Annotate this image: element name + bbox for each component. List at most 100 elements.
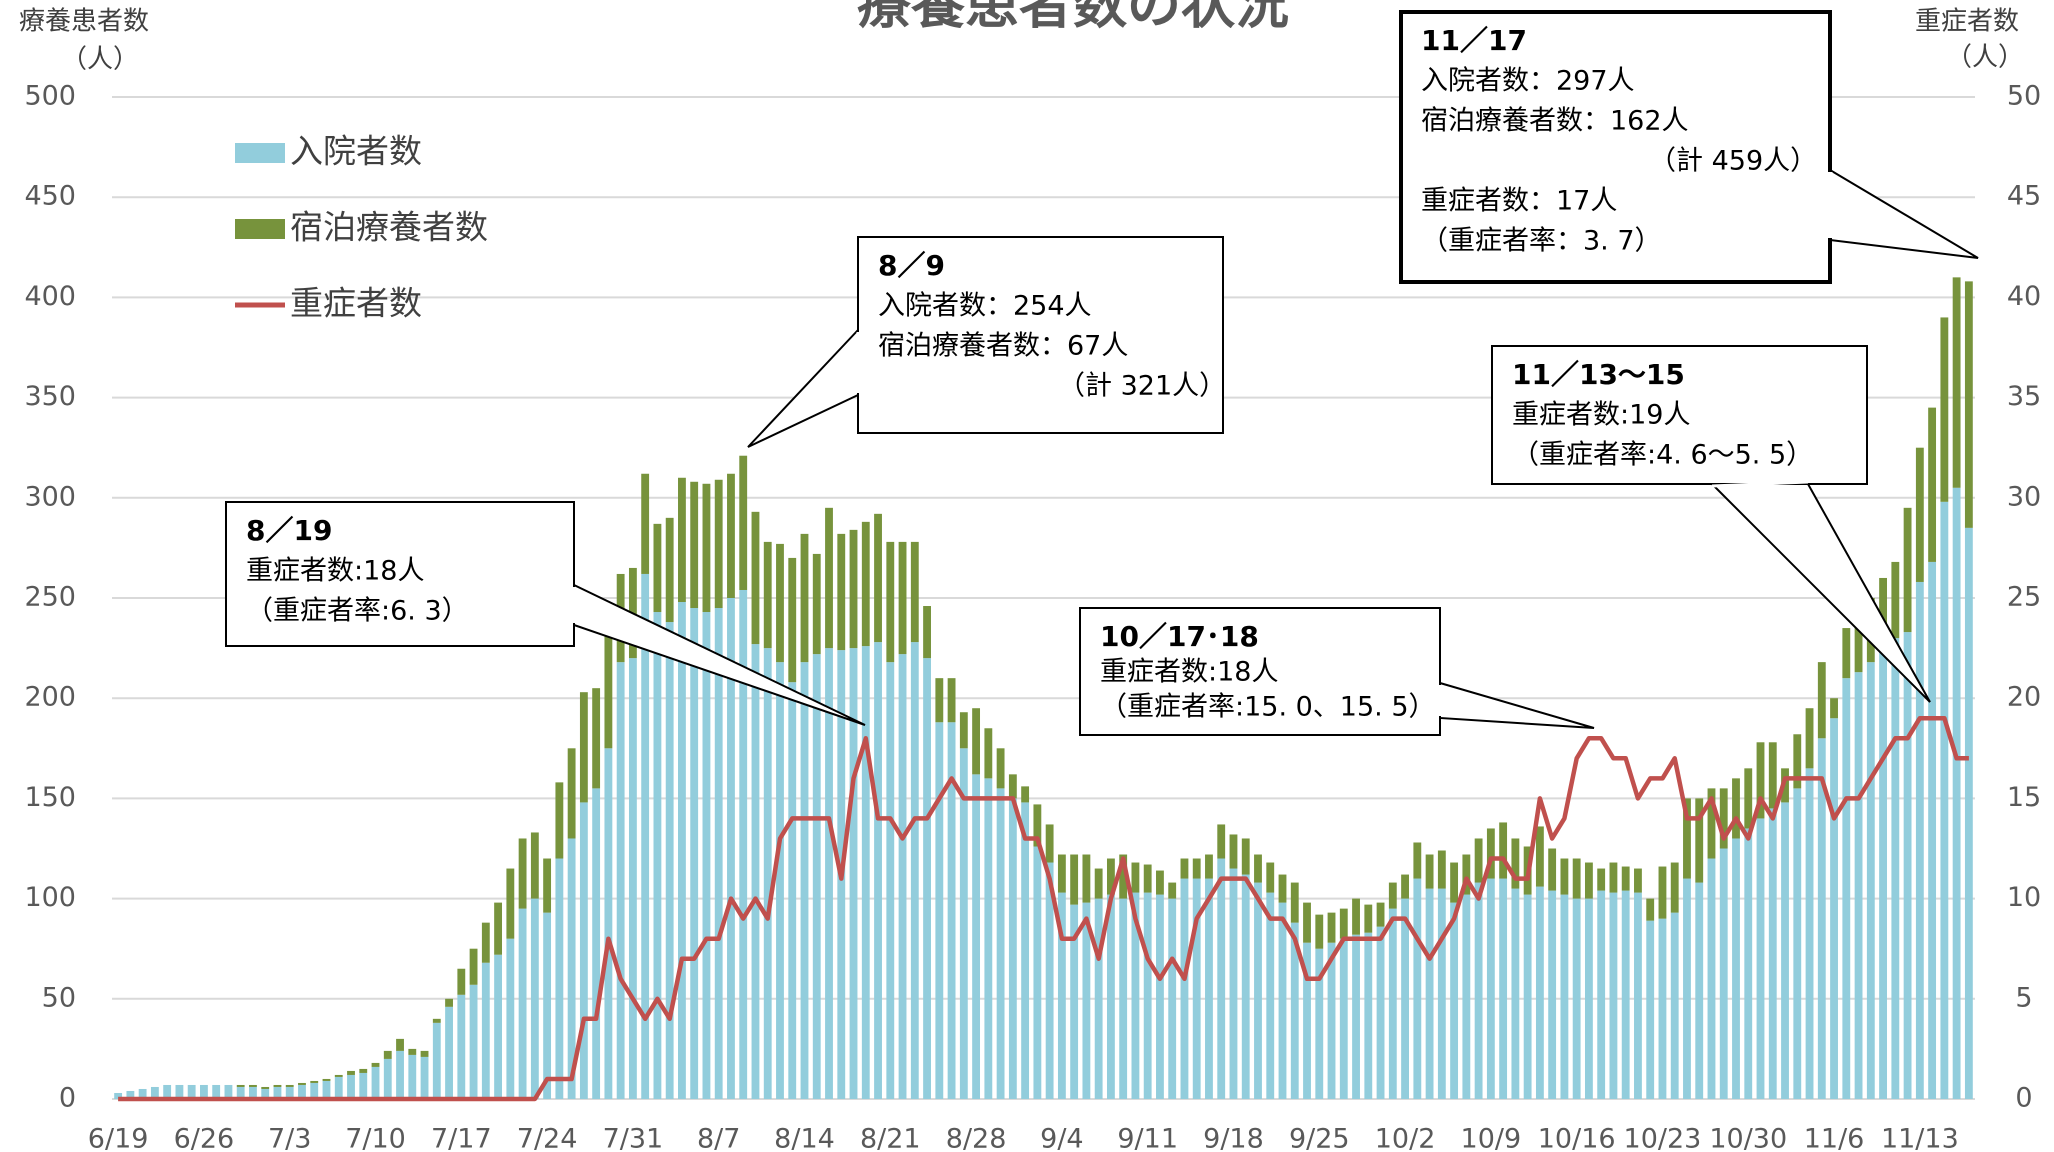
bar-segment bbox=[1376, 902, 1385, 927]
bar-segment bbox=[1254, 854, 1262, 883]
bar-segment bbox=[371, 1062, 380, 1067]
bar-segment bbox=[763, 648, 772, 1099]
y2-tick-label: 45 bbox=[2007, 181, 2041, 212]
bar-segment bbox=[1486, 828, 1495, 879]
legend-label: 重症者数 bbox=[290, 284, 422, 323]
bar-segment bbox=[592, 788, 601, 1099]
bar-segment bbox=[1683, 878, 1691, 1099]
bar-segment bbox=[1266, 862, 1275, 893]
bar-segment bbox=[1388, 882, 1397, 909]
bar-segment bbox=[1511, 838, 1520, 889]
callout-pointer bbox=[747, 327, 859, 448]
bar-segment bbox=[1450, 862, 1459, 903]
bar-segment bbox=[1413, 878, 1422, 1099]
legend-swatch bbox=[235, 143, 285, 163]
bar-segment bbox=[310, 1082, 319, 1099]
bar-segment bbox=[604, 748, 613, 1099]
bar-segment bbox=[1683, 798, 1691, 879]
bar-segment bbox=[114, 1092, 123, 1099]
bar-segment bbox=[1879, 577, 1887, 651]
annotation-text: 入院者数：297人 bbox=[1421, 66, 1635, 97]
bar-segment bbox=[1278, 902, 1287, 1099]
bar-segment bbox=[224, 1084, 233, 1099]
bar-segment bbox=[1339, 938, 1348, 1099]
bar-segment bbox=[727, 598, 735, 1099]
bar-segment bbox=[1364, 932, 1373, 1099]
bar-segment bbox=[727, 473, 735, 598]
bar-segment bbox=[1143, 892, 1152, 1099]
bar-segment bbox=[236, 1084, 245, 1087]
bar-segment bbox=[604, 618, 613, 749]
bar-segment bbox=[1303, 902, 1311, 943]
annotation-text: 重症者数:18人 bbox=[1100, 657, 1278, 688]
y2-tick-label: 15 bbox=[2007, 782, 2041, 813]
bar-segment bbox=[555, 782, 564, 859]
bar-segment bbox=[567, 748, 576, 839]
bar-segment bbox=[310, 1080, 319, 1083]
bar-segment bbox=[1928, 407, 1937, 562]
bar-segment bbox=[1315, 914, 1324, 949]
bar-segment bbox=[432, 1018, 441, 1023]
annotation-text: 重症者数:18人 bbox=[246, 556, 424, 587]
bar-segment bbox=[530, 832, 539, 899]
y2-axis-label: 重症者数 bbox=[1915, 7, 2019, 37]
annotation-text: （重症者率:15. 0、15. 5） bbox=[1100, 692, 1436, 723]
bar-segment bbox=[910, 642, 919, 1099]
bar-segment bbox=[1805, 708, 1814, 769]
bar-segment bbox=[1021, 802, 1030, 1099]
bar-segment bbox=[481, 922, 490, 963]
bar-segment bbox=[825, 648, 833, 1099]
bar-segment bbox=[1768, 808, 1777, 1099]
bar-segment bbox=[1560, 858, 1569, 895]
callout-box bbox=[857, 236, 1224, 434]
bar-segment bbox=[1915, 581, 1924, 1099]
bar-segment bbox=[861, 646, 870, 1099]
bar-segment bbox=[1952, 277, 1961, 488]
bar-segment bbox=[359, 1068, 368, 1073]
bar-segment bbox=[886, 541, 895, 663]
bar-segment bbox=[383, 1058, 392, 1099]
bar-segment bbox=[1793, 734, 1802, 789]
y-tick-label: 400 bbox=[24, 281, 76, 312]
bar-segment bbox=[1462, 894, 1471, 1099]
bar-segment bbox=[334, 1076, 343, 1099]
bar-segment bbox=[1793, 788, 1802, 1099]
bar-segment bbox=[432, 1022, 441, 1099]
bar-segment bbox=[1119, 898, 1128, 1099]
bar-segment bbox=[543, 912, 552, 1099]
x-tick-label: 8/14 bbox=[774, 1124, 835, 1152]
bar-segment bbox=[1156, 894, 1164, 1099]
bar-segment bbox=[849, 648, 858, 1099]
bar-segment bbox=[457, 994, 466, 1099]
bar-segment bbox=[972, 774, 981, 1099]
bar-segment bbox=[653, 612, 662, 1099]
bar-segment bbox=[1646, 898, 1655, 921]
bar-segment bbox=[1830, 718, 1838, 1099]
bar-segment bbox=[1033, 804, 1042, 847]
bar-segment bbox=[1180, 858, 1189, 879]
bar-segment bbox=[494, 902, 503, 955]
x-tick-label: 7/3 bbox=[268, 1124, 311, 1152]
bar-segment bbox=[1621, 866, 1630, 891]
bar-segment bbox=[972, 708, 981, 775]
bar-segment bbox=[1241, 874, 1250, 1099]
bar-segment bbox=[1327, 942, 1336, 1099]
bar-segment bbox=[1756, 818, 1765, 1099]
y-axis-unit: （人） bbox=[61, 45, 139, 75]
bar-segment bbox=[1695, 882, 1704, 1099]
y-tick-label: 500 bbox=[24, 81, 76, 112]
legend-swatch bbox=[235, 219, 285, 239]
annotation-text: （重症者率:6. 3） bbox=[246, 596, 469, 627]
bar-segment bbox=[1094, 868, 1103, 899]
bar-segment bbox=[408, 1048, 417, 1055]
y-tick-label: 250 bbox=[24, 582, 76, 613]
bar-segment bbox=[1425, 854, 1434, 889]
callout-seam bbox=[1711, 480, 1809, 488]
legend-label: 宿泊療養者数 bbox=[290, 208, 488, 247]
bar-segment bbox=[776, 543, 784, 663]
bar-segment bbox=[1621, 890, 1630, 1099]
bar-segment bbox=[898, 541, 907, 655]
bar-segment bbox=[1106, 858, 1115, 895]
bar-segment bbox=[616, 662, 625, 1099]
bar-segment bbox=[898, 654, 907, 1099]
